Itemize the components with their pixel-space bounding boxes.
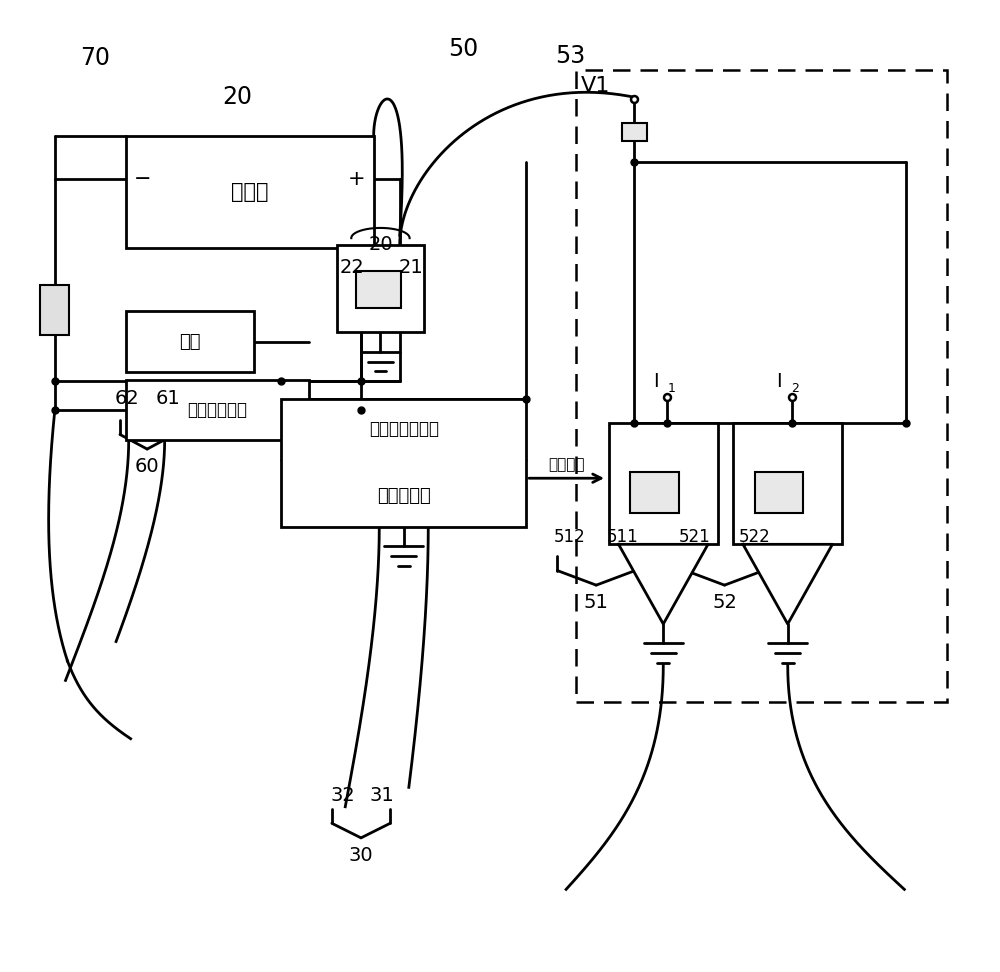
Bar: [755, 472, 803, 513]
Bar: [126, 311, 254, 372]
Bar: [630, 472, 679, 513]
Text: 交直流转换模块: 交直流转换模块: [369, 420, 439, 438]
Polygon shape: [743, 544, 832, 624]
Text: 70: 70: [80, 47, 110, 70]
Text: 20: 20: [223, 86, 253, 109]
Text: 21: 21: [398, 258, 423, 277]
Text: 60: 60: [135, 457, 159, 476]
Text: 31: 31: [369, 785, 394, 805]
Polygon shape: [619, 544, 708, 624]
Text: I: I: [776, 372, 782, 392]
Text: 30: 30: [349, 846, 373, 865]
Text: I: I: [653, 372, 658, 392]
Bar: [126, 136, 374, 248]
Text: 使能信号: 使能信号: [548, 457, 585, 472]
Text: 62: 62: [114, 389, 139, 408]
Text: 22: 22: [340, 258, 365, 277]
Text: 522: 522: [739, 528, 771, 545]
Text: 521: 521: [679, 528, 710, 545]
Bar: [40, 285, 69, 335]
Text: 52: 52: [712, 593, 737, 612]
Bar: [622, 123, 647, 141]
Text: −: −: [134, 168, 151, 189]
Text: +: +: [348, 168, 366, 189]
Bar: [576, 70, 947, 702]
Text: 电池组: 电池组: [231, 182, 268, 202]
Bar: [733, 423, 842, 544]
Text: 61: 61: [155, 389, 180, 408]
Text: 512: 512: [554, 528, 586, 545]
Text: 电瓶: 电瓶: [179, 332, 201, 351]
Text: 动力转向泵: 动力转向泵: [377, 487, 431, 505]
Text: 1: 1: [668, 382, 676, 396]
Text: 51: 51: [584, 593, 609, 612]
Text: 511: 511: [607, 528, 638, 545]
Bar: [126, 380, 309, 440]
Text: 2: 2: [792, 382, 799, 396]
Bar: [356, 271, 401, 308]
Text: 50: 50: [448, 37, 478, 60]
Bar: [281, 399, 526, 527]
Text: V1: V1: [581, 76, 610, 95]
Bar: [337, 245, 424, 332]
Text: 20: 20: [368, 235, 393, 255]
Bar: [609, 423, 718, 544]
Text: 32: 32: [330, 785, 355, 805]
Text: 53: 53: [555, 45, 585, 68]
Text: 电压转换模块: 电压转换模块: [187, 401, 247, 419]
